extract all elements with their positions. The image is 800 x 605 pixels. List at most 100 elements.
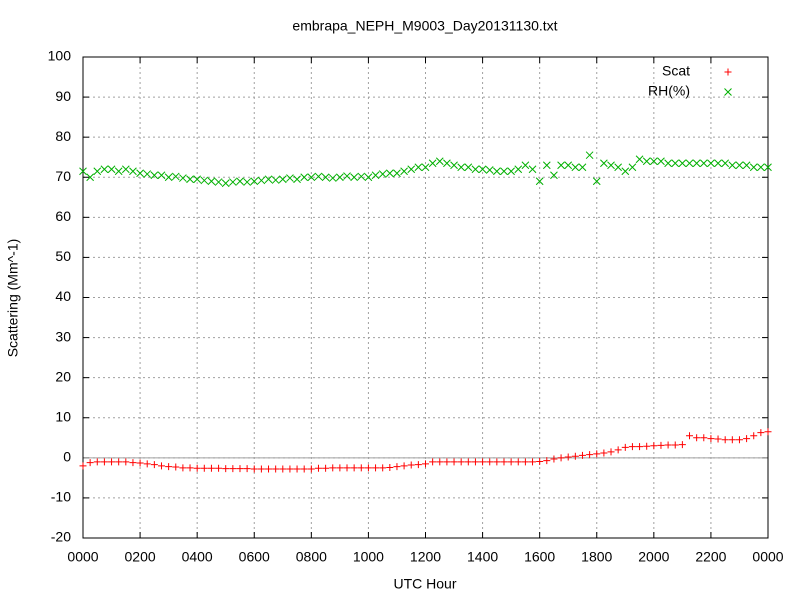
data-point [450, 458, 458, 466]
data-point [86, 173, 94, 182]
y-tick-label: 100 [48, 48, 72, 64]
data-point [507, 458, 515, 466]
data-point [364, 173, 373, 182]
y-axis-label: Scattering (Mm^-1) [5, 239, 21, 358]
data-point [628, 163, 637, 172]
data-point [115, 458, 123, 466]
data-point [86, 459, 94, 467]
data-point [471, 165, 480, 174]
data-point [564, 453, 572, 461]
data-point [386, 463, 394, 471]
data-point [536, 457, 544, 465]
data-point [450, 161, 458, 170]
data-point [550, 171, 558, 180]
data-point [514, 458, 522, 466]
data-point [93, 167, 102, 176]
data-point [678, 441, 686, 449]
data-point [764, 428, 772, 436]
y-tick-label: 60 [55, 208, 71, 224]
data-point [136, 459, 144, 467]
data-point [485, 166, 494, 174]
data-point [307, 465, 315, 473]
x-tick-label: 1200 [410, 549, 441, 565]
data-point [228, 178, 237, 186]
data-point [300, 173, 309, 182]
data-point [400, 167, 408, 176]
data-point [464, 163, 473, 172]
data-point [521, 458, 529, 466]
data-point [314, 464, 322, 472]
data-point [500, 458, 508, 466]
data-point [657, 441, 665, 449]
data-point [728, 161, 737, 170]
plot-frame [82, 56, 769, 539]
data-point [471, 458, 479, 466]
data-point [714, 435, 722, 443]
data-point [528, 165, 537, 174]
y-tick-label: 90 [55, 88, 71, 104]
y-tick-label: 80 [55, 128, 71, 144]
data-point [321, 173, 330, 182]
y-tick-label: 40 [55, 288, 71, 304]
data-point [129, 459, 137, 467]
x-tick-label: 0200 [125, 549, 156, 565]
data-point [207, 464, 215, 472]
y-tick-label: 10 [55, 408, 71, 424]
data-point [664, 159, 672, 168]
data-point [700, 434, 708, 442]
data-point [607, 161, 615, 170]
data-point [571, 452, 579, 460]
data-point [264, 175, 273, 184]
data-point [121, 165, 130, 174]
data-point [493, 458, 501, 466]
data-point [678, 159, 687, 168]
data-point [571, 163, 580, 172]
data-point [593, 450, 601, 458]
data-point [379, 464, 387, 472]
data-point [272, 465, 280, 473]
data-point [143, 170, 152, 178]
x-tick-label: 0800 [296, 549, 327, 565]
data-point [707, 435, 715, 443]
data-point [507, 167, 515, 176]
data-point [328, 174, 337, 182]
data-point [129, 167, 137, 176]
data-point [336, 464, 344, 472]
data-point [607, 448, 615, 456]
data-point [108, 458, 116, 466]
data-point [421, 163, 430, 172]
data-point [764, 163, 772, 172]
data-point [564, 161, 573, 170]
data-point [343, 464, 351, 472]
data-point [557, 454, 565, 462]
data-point [286, 174, 294, 182]
legend-marker [724, 88, 732, 96]
data-point [686, 432, 694, 440]
data-point [721, 159, 730, 168]
data-point [372, 464, 380, 472]
data-point [500, 167, 508, 176]
data-point [464, 458, 472, 466]
data-point [443, 458, 451, 466]
data-point [429, 458, 437, 466]
data-point [100, 458, 108, 466]
data-point [650, 442, 658, 450]
data-point [157, 462, 165, 470]
chart-title: embrapa_NEPH_M9003_Day20131130.txt [292, 18, 557, 34]
data-point [329, 464, 337, 472]
data-point [300, 465, 308, 473]
data-point [193, 175, 202, 184]
data-point [171, 172, 180, 181]
data-point [543, 457, 551, 465]
data-point [200, 176, 209, 185]
data-point [79, 167, 87, 176]
data-point [150, 171, 159, 180]
data-point [478, 165, 487, 174]
data-point [114, 167, 123, 176]
data-point [586, 451, 594, 459]
data-point [143, 460, 151, 468]
data-point [535, 177, 544, 186]
data-point [699, 159, 708, 168]
data-point [636, 443, 644, 451]
data-point [600, 159, 608, 168]
